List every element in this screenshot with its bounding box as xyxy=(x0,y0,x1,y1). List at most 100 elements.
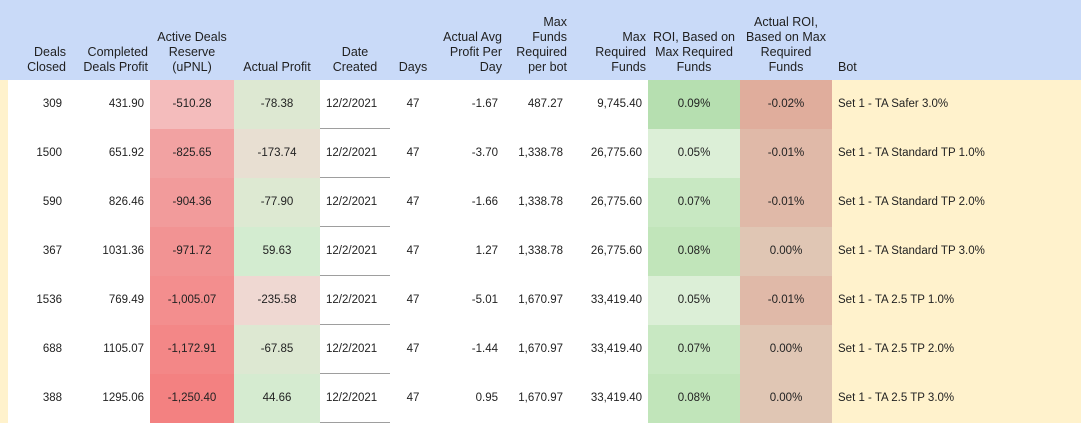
roi-max-cell[interactable]: 0.07% xyxy=(648,177,740,227)
bot-cell[interactable]: Set 1 - TA 2.5 TP 2.0% xyxy=(832,324,1081,374)
bot-cell[interactable]: Set 1 - TA Standard TP 1.0% xyxy=(832,128,1081,178)
header-max-funds-bot[interactable]: Max Funds Required per bot xyxy=(504,0,569,80)
deals-closed-cell[interactable]: 309 xyxy=(8,80,68,129)
days-cell[interactable]: 47 xyxy=(390,226,436,276)
header-active-reserve[interactable]: Active Deals Reserve (uPNL) xyxy=(150,0,234,80)
bot-cell[interactable]: Set 1 - TA 2.5 TP 1.0% xyxy=(832,275,1081,325)
deals-closed-cell[interactable]: 1536 xyxy=(8,275,68,325)
actual-roi-cell[interactable]: -0.01% xyxy=(740,275,832,325)
actual-roi-cell[interactable]: -0.01% xyxy=(740,177,832,227)
max-funds-bot-cell[interactable]: 1,670.97 xyxy=(504,275,569,325)
actual-roi-cell[interactable]: -0.02% xyxy=(740,80,832,129)
header-completed-profit[interactable]: Completed Deals Profit xyxy=(68,0,150,80)
avg-profit-cell[interactable]: -1.44 xyxy=(436,324,504,374)
actual-profit-cell[interactable]: -173.74 xyxy=(234,128,320,178)
max-funds-bot-cell[interactable]: 1,338.78 xyxy=(504,128,569,178)
deals-closed-cell[interactable]: 590 xyxy=(8,177,68,227)
bot-cell[interactable]: Set 1 - TA Standard TP 2.0% xyxy=(832,177,1081,227)
actual-profit-cell[interactable]: -77.90 xyxy=(234,177,320,227)
completed-profit-cell[interactable]: 826.46 xyxy=(68,177,150,227)
actual-profit-cell[interactable]: 59.63 xyxy=(234,226,320,276)
header-bot[interactable]: Bot xyxy=(832,0,1081,80)
header-days[interactable]: Days xyxy=(390,0,436,80)
deals-closed-cell[interactable]: 367 xyxy=(8,226,68,276)
completed-profit-cell[interactable]: 1105.07 xyxy=(68,324,150,374)
deals-closed-cell[interactable]: 388 xyxy=(8,373,68,423)
header-avg-profit[interactable]: Actual Avg Profit Per Day xyxy=(436,0,504,80)
days-cell[interactable]: 47 xyxy=(390,324,436,374)
roi-max-cell[interactable]: 0.05% xyxy=(648,275,740,325)
roi-max-cell[interactable]: 0.08% xyxy=(648,373,740,423)
avg-profit-cell[interactable]: -1.67 xyxy=(436,80,504,129)
roi-max-cell[interactable]: 0.05% xyxy=(648,128,740,178)
days-cell[interactable]: 47 xyxy=(390,373,436,423)
header-max-funds[interactable]: Max Required Funds xyxy=(569,0,648,80)
header-date-created[interactable]: Date Created xyxy=(320,0,390,80)
avg-profit-cell[interactable]: -5.01 xyxy=(436,275,504,325)
date-created-cell[interactable]: 12/2/2021 xyxy=(320,80,390,129)
avg-profit-cell[interactable]: 0.95 xyxy=(436,373,504,423)
max-funds-cell[interactable]: 33,419.40 xyxy=(569,275,648,325)
date-created-cell[interactable]: 12/2/2021 xyxy=(320,128,390,178)
header-roi-max[interactable]: ROI, Based on Max Required Funds xyxy=(648,0,740,80)
active-reserve-cell[interactable]: -510.28 xyxy=(150,80,234,129)
date-created-cell[interactable]: 12/2/2021 xyxy=(320,275,390,325)
bot-cell[interactable]: Set 1 - TA Safer 3.0% xyxy=(832,80,1081,129)
date-created-cell[interactable]: 12/2/2021 xyxy=(320,373,390,423)
days-cell[interactable]: 47 xyxy=(390,128,436,178)
deals-closed-cell[interactable]: 1500 xyxy=(8,128,68,178)
actual-roi-cell[interactable]: 0.00% xyxy=(740,373,832,423)
table-row: 1536 769.49 -1,005.07 -235.58 12/2/2021 47 -5.… xyxy=(0,275,1081,325)
max-funds-bot-cell[interactable]: 1,338.78 xyxy=(504,226,569,276)
max-funds-cell[interactable]: 33,419.40 xyxy=(569,373,648,423)
actual-roi-cell[interactable]: 0.00% xyxy=(740,324,832,374)
date-created-cell[interactable]: 12/2/2021 xyxy=(320,226,390,276)
days-cell[interactable]: 47 xyxy=(390,80,436,129)
active-reserve-cell[interactable]: -825.65 xyxy=(150,128,234,178)
row-spacer xyxy=(0,324,8,374)
header-row: Deals Closed Completed Deals Profit Acti… xyxy=(0,0,1081,80)
date-created-cell[interactable]: 12/2/2021 xyxy=(320,324,390,374)
max-funds-cell[interactable]: 9,745.40 xyxy=(569,80,648,129)
completed-profit-cell[interactable]: 431.90 xyxy=(68,80,150,129)
row-spacer xyxy=(0,226,8,276)
roi-max-cell[interactable]: 0.07% xyxy=(648,324,740,374)
days-cell[interactable]: 47 xyxy=(390,275,436,325)
max-funds-cell[interactable]: 26,775.60 xyxy=(569,226,648,276)
completed-profit-cell[interactable]: 651.92 xyxy=(68,128,150,178)
max-funds-bot-cell[interactable]: 1,670.97 xyxy=(504,324,569,374)
max-funds-bot-cell[interactable]: 1,670.97 xyxy=(504,373,569,423)
avg-profit-cell[interactable]: -3.70 xyxy=(436,128,504,178)
roi-max-cell[interactable]: 0.08% xyxy=(648,226,740,276)
actual-profit-cell[interactable]: 44.66 xyxy=(234,373,320,423)
active-reserve-cell[interactable]: -971.72 xyxy=(150,226,234,276)
completed-profit-cell[interactable]: 769.49 xyxy=(68,275,150,325)
avg-profit-cell[interactable]: -1.66 xyxy=(436,177,504,227)
bot-cell[interactable]: Set 1 - TA Standard TP 3.0% xyxy=(832,226,1081,276)
completed-profit-cell[interactable]: 1031.36 xyxy=(68,226,150,276)
max-funds-cell[interactable]: 33,419.40 xyxy=(569,324,648,374)
header-deals-closed[interactable]: Deals Closed xyxy=(8,0,68,80)
max-funds-cell[interactable]: 26,775.60 xyxy=(569,177,648,227)
actual-roi-cell[interactable]: 0.00% xyxy=(740,226,832,276)
header-actual-roi[interactable]: Actual ROI, Based on Max Required Funds xyxy=(740,0,832,80)
actual-profit-cell[interactable]: -78.38 xyxy=(234,80,320,129)
actual-profit-cell[interactable]: -235.58 xyxy=(234,275,320,325)
completed-profit-cell[interactable]: 1295.06 xyxy=(68,373,150,423)
deals-closed-cell[interactable]: 688 xyxy=(8,324,68,374)
max-funds-cell[interactable]: 26,775.60 xyxy=(569,128,648,178)
active-reserve-cell[interactable]: -1,250.40 xyxy=(150,373,234,423)
max-funds-bot-cell[interactable]: 1,338.78 xyxy=(504,177,569,227)
avg-profit-cell[interactable]: 1.27 xyxy=(436,226,504,276)
active-reserve-cell[interactable]: -1,172.91 xyxy=(150,324,234,374)
bot-cell[interactable]: Set 1 - TA 2.5 TP 3.0% xyxy=(832,373,1081,423)
days-cell[interactable]: 47 xyxy=(390,177,436,227)
roi-max-cell[interactable]: 0.09% xyxy=(648,80,740,129)
active-reserve-cell[interactable]: -1,005.07 xyxy=(150,275,234,325)
active-reserve-cell[interactable]: -904.36 xyxy=(150,177,234,227)
actual-profit-cell[interactable]: -67.85 xyxy=(234,324,320,374)
header-actual-profit[interactable]: Actual Profit xyxy=(234,0,320,80)
max-funds-bot-cell[interactable]: 487.27 xyxy=(504,80,569,129)
date-created-cell[interactable]: 12/2/2021 xyxy=(320,177,390,227)
actual-roi-cell[interactable]: -0.01% xyxy=(740,128,832,178)
